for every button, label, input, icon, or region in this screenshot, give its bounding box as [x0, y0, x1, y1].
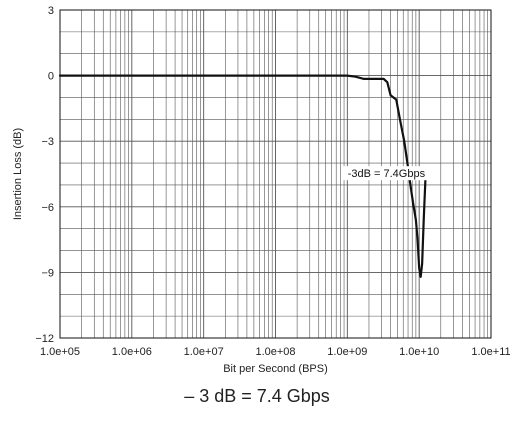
x-tick-label: 1.0e+08: [255, 346, 295, 358]
x-tick-label: 1.0e+06: [112, 346, 152, 358]
plot-frame: [59, 9, 492, 339]
y-tick-label: −9: [41, 267, 54, 279]
x-tick-label: 1.0e+07: [184, 346, 224, 358]
y-tick-label: 0: [48, 71, 54, 83]
y-tick-label: 3: [48, 5, 54, 17]
caption: – 3 dB = 7.4 Gbps: [184, 386, 330, 406]
y-tick-label: −6: [41, 202, 54, 214]
annotation-background: [342, 166, 431, 181]
series-line: [58, 74, 427, 278]
insertion-loss-chart: 1.0e+05 1.0e+06 1.0e+07 1.0e+08 1.0e+09 1.0e+…: [12, 5, 511, 375]
tick-layer: 1.0e+05 1.0e+06 1.0e+07 1.0e+08 1.0e+09 1.0e+…: [35, 5, 510, 358]
annotation-layer: -3dB = 7.4Gbps: [342, 166, 431, 181]
y-tick-label: −12: [35, 333, 54, 345]
x-tick-label: 1.0e+10: [399, 346, 439, 358]
y-axis-label: Insertion Loss (dB): [12, 128, 24, 220]
series-layer: [58, 74, 427, 278]
x-tick-label: 1.0e+05: [40, 346, 80, 358]
x-tick-label: 1.0e+11: [471, 346, 510, 358]
x-tick-label: 1.0e+09: [327, 346, 367, 358]
grid-layer: [59, 9, 491, 339]
annotation-label: -3dB = 7.4Gbps: [348, 168, 426, 180]
y-tick-label: −3: [41, 136, 54, 148]
x-axis-label: Bit per Second (BPS): [223, 363, 328, 375]
